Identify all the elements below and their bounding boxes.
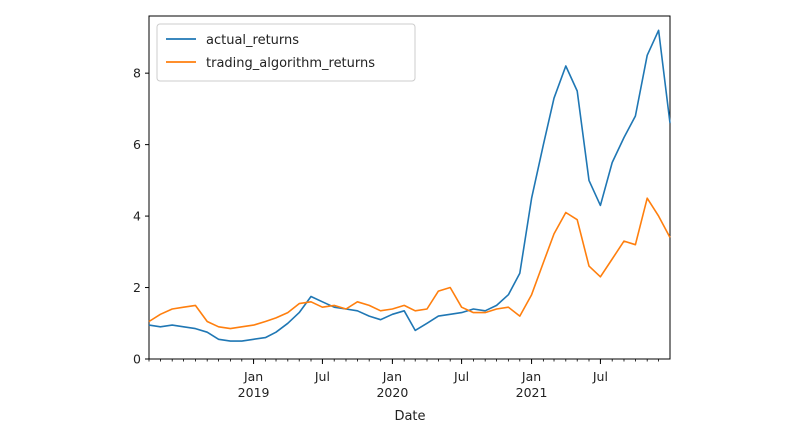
series-line-0 (148, 29, 671, 342)
y-axis: 0 2 4 6 8 (133, 66, 149, 367)
legend-label: trading_algorithm_returns (206, 56, 375, 71)
legend: actual_returns trading_algorithm_returns (156, 23, 416, 82)
legend-label: actual_returns (206, 33, 299, 48)
series-line-1 (148, 197, 671, 330)
y-tick-label: 0 (133, 352, 141, 367)
x-tick-label: Jul (592, 369, 608, 384)
x-tick-label: Jan (521, 369, 541, 384)
x-tick-year-label: 2020 (376, 385, 408, 400)
x-axis-title: Date (394, 409, 425, 424)
y-tick-label: 6 (133, 137, 141, 152)
y-tick-label: 4 (133, 209, 141, 224)
y-tick-label: 2 (133, 280, 141, 295)
x-tick-label: Jul (314, 369, 330, 384)
y-tick-label: 8 (133, 66, 141, 81)
x-tick-label: Jan (243, 369, 263, 384)
legend-box (156, 23, 416, 82)
series-layer (148, 29, 671, 342)
x-tick-year-label: 2019 (238, 385, 270, 400)
x-tick-label: Jul (453, 369, 469, 384)
x-tick-label: Jan (382, 369, 402, 384)
x-tick-year-label: 2021 (516, 385, 548, 400)
